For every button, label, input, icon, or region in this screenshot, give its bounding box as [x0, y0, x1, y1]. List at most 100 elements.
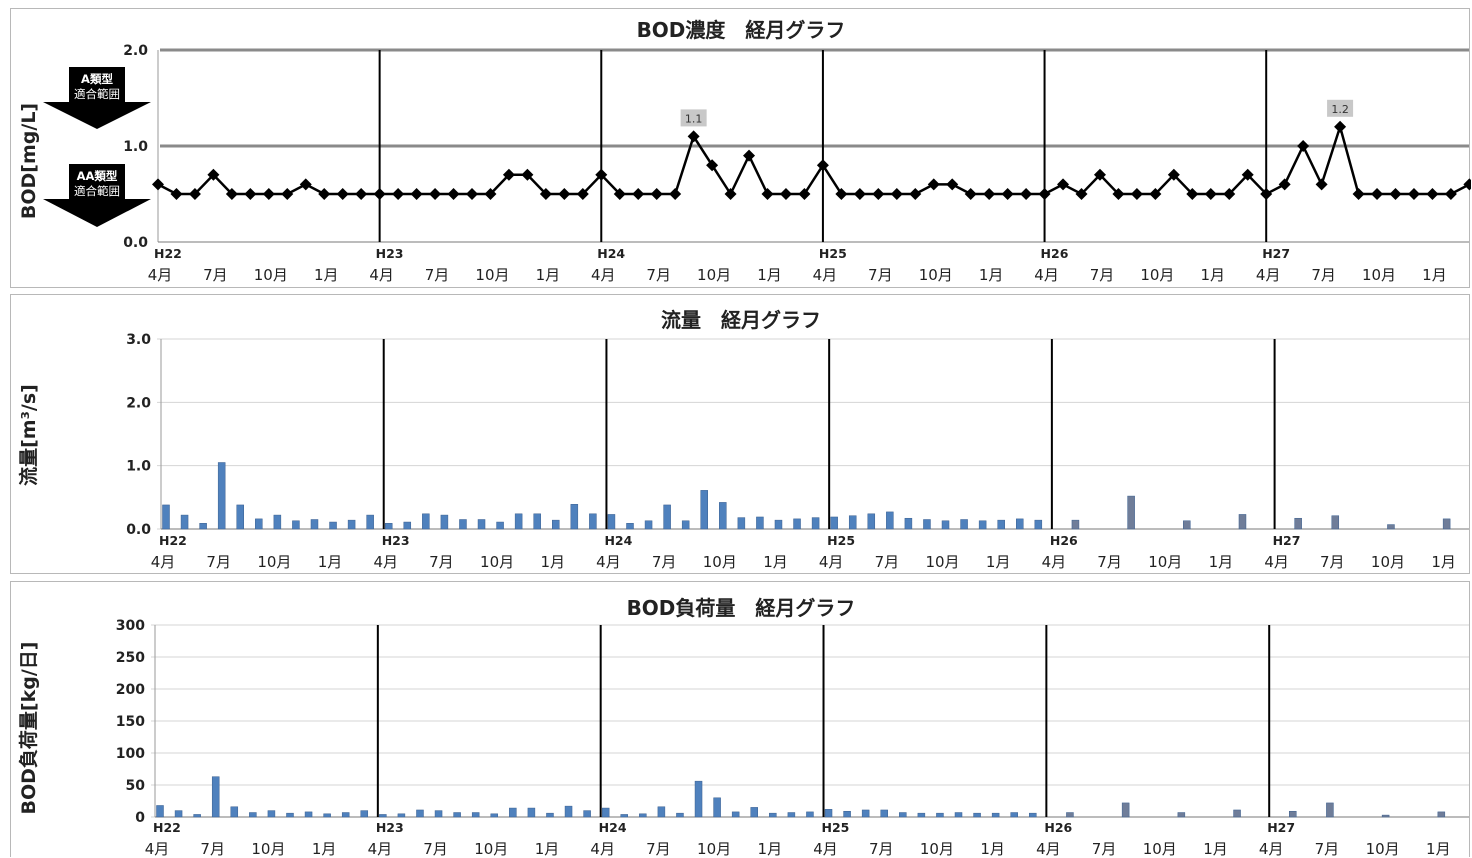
data-label: 1.2 [1331, 103, 1349, 116]
data-point [429, 188, 442, 200]
bar [286, 812, 294, 818]
bar [867, 513, 876, 530]
month-tick-label: 4月 [1256, 266, 1281, 284]
bar [1034, 519, 1043, 530]
month-tick-label: 1月 [536, 266, 561, 284]
range-label: 適合範囲 [74, 184, 120, 198]
range-label: A類型 [81, 72, 113, 86]
bar [607, 514, 616, 530]
month-tick-label: 4月 [145, 840, 170, 858]
bar [1127, 495, 1135, 530]
bar [1289, 810, 1297, 818]
data-point [1149, 188, 1162, 200]
bar [787, 812, 796, 818]
bar [310, 519, 319, 530]
bar [490, 813, 499, 818]
month-tick-label: 7月 [1311, 266, 1336, 284]
bar [1177, 812, 1186, 818]
month-tick-label: 1月 [1422, 266, 1447, 284]
y-tick-label: 0 [135, 810, 145, 826]
month-tick-label: 1月 [1201, 266, 1226, 284]
bar [843, 810, 851, 818]
month-tick-label: 4月 [369, 266, 394, 284]
month-tick-label: 7月 [203, 266, 228, 284]
era-label: H26 [1044, 820, 1072, 835]
data-point [909, 188, 922, 200]
bar [774, 519, 783, 530]
data-point [1278, 178, 1291, 191]
data-point [1444, 188, 1457, 200]
bar [273, 514, 282, 530]
month-tick-label: 7月 [429, 553, 454, 571]
data-point [1020, 188, 1033, 200]
bar [471, 812, 480, 818]
data-point [872, 188, 885, 200]
bar [991, 812, 1000, 818]
month-tick-label: 4月 [151, 553, 176, 571]
month-tick-label: 7月 [423, 840, 448, 858]
month-tick-label: 1月 [540, 553, 565, 571]
month-tick-label: 4月 [148, 266, 173, 284]
era-label: H26 [1041, 246, 1069, 261]
bar [737, 517, 746, 530]
y-tick-label: 50 [126, 778, 146, 794]
y-tick-label: 250 [116, 650, 145, 666]
month-tick-label: 10月 [703, 553, 737, 571]
month-tick-label: 1月 [1203, 840, 1228, 858]
data-point [207, 168, 220, 181]
bar [700, 490, 708, 530]
bod-load-chart-panel: BOD負荷量 経月グラフ BOD負荷量[kg/日] 0 50 100 150 200 250 3… [10, 581, 1470, 858]
bar [249, 812, 257, 818]
bar [719, 502, 727, 530]
month-tick-label: 10月 [1140, 266, 1174, 284]
bar [1233, 809, 1241, 818]
data-point [262, 188, 275, 200]
bar [304, 811, 313, 818]
data-point [650, 188, 663, 200]
data-point [188, 188, 201, 200]
month-tick-label: 1月 [314, 266, 339, 284]
bar [1387, 524, 1395, 530]
data-point [595, 168, 608, 181]
bar [397, 813, 406, 818]
bar [583, 810, 591, 818]
bar [434, 810, 443, 818]
month-tick-label: 1月 [1426, 840, 1451, 858]
bar [1238, 514, 1247, 530]
bar [564, 805, 573, 818]
y-tick-label: 0.0 [123, 235, 148, 251]
data-point [761, 188, 774, 200]
bar [416, 809, 424, 818]
data-point [983, 188, 996, 200]
month-tick-label: 10月 [474, 840, 508, 858]
data-point [484, 188, 497, 200]
era-label: H27 [1267, 820, 1295, 835]
month-tick-label: 10月 [919, 266, 953, 284]
y-tick-label: 100 [116, 746, 145, 762]
month-tick-label: 4月 [1264, 553, 1289, 571]
bar [255, 518, 263, 530]
data-point [392, 188, 405, 200]
range-arrow-icon [43, 67, 151, 129]
month-tick-label: 1月 [986, 553, 1011, 571]
month-tick-label: 1月 [763, 553, 788, 571]
bar [384, 523, 393, 530]
y-tick-label: 0.0 [126, 522, 151, 538]
bar [360, 810, 369, 818]
month-tick-label: 4月 [368, 840, 393, 858]
chart-title: 流量 経月グラフ [661, 308, 821, 332]
bar [236, 504, 244, 530]
data-point [1334, 120, 1347, 133]
bar [811, 517, 820, 530]
bar [193, 814, 201, 818]
data-point [1167, 168, 1180, 181]
month-tick-label: 7月 [875, 553, 900, 571]
data-point [281, 188, 294, 200]
month-tick-label: 4月 [1036, 840, 1061, 858]
bar [899, 812, 907, 818]
bar [973, 812, 981, 818]
range-arrow-icon [43, 164, 151, 227]
era-label: H27 [1262, 246, 1290, 261]
bar [496, 521, 504, 530]
